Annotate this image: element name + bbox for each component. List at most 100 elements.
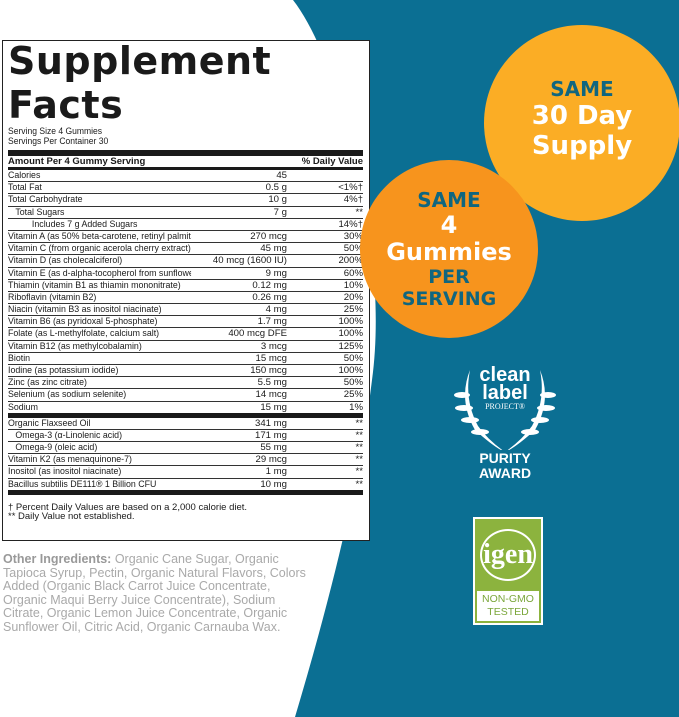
nutrient-amount: 5.5 mg (257, 377, 287, 389)
facts-row: Total Sugars 7 g ** (8, 207, 363, 219)
nutrient-dv: 30% (343, 230, 363, 242)
facts-row: Biotin 15 mcg 50% (8, 353, 363, 365)
facts-row: Vitamin C (from organic acerola cherry e… (8, 243, 363, 256)
footnote: † Percent Daily Values are based on a 2,… (8, 501, 248, 513)
non-gmo-text: TESTED (487, 606, 529, 618)
nutrient-amount: 0.26 mg (252, 291, 287, 303)
nutrient-amount: 4 mg (265, 304, 287, 316)
nutrient-amount: 1.7 mg (257, 316, 287, 328)
nutrient-name: Iodine (as potassium iodide) (8, 365, 119, 376)
nutrient-name: Vitamin C (from organic acerola cherry e… (8, 243, 191, 255)
nutrient-name: Omega-3 (α-Linolenic acid) (15, 429, 123, 441)
igen-logo: igen (480, 529, 536, 581)
nutrient-dv: ** (355, 454, 363, 466)
badge-text: 30 Day (531, 101, 633, 131)
nutrient-dv (287, 170, 363, 181)
badge-text: Supply (531, 131, 633, 161)
nutrient-dv: 100% (338, 316, 363, 328)
badge-text: Gummies (386, 238, 512, 266)
facts-row: Total Fat 0.5 g <1%† (8, 182, 363, 195)
nutrient-name: Vitamin K2 (as menaquinone-7) (8, 454, 132, 466)
facts-row: Vitamin A (as 50% beta-carotene, retinyl… (8, 230, 363, 244)
facts-row: Calories 45 (8, 170, 363, 183)
facts-row: Inositol (as inositol niacinate) 1 mg ** (8, 466, 363, 479)
nutrient-dv: 25% (343, 389, 363, 401)
nutrient-dv: 60% (343, 267, 363, 279)
nutrient-amount: 1 mg (265, 466, 287, 478)
nutrient-amount: 55 mg (260, 441, 287, 453)
nutrient-name: Riboflavin (vitamin B2) (8, 291, 97, 303)
facts-row: Organic Flaxseed Oil 341 mg ** (8, 418, 363, 430)
facts-header: Amount Per 4 Gummy Serving % Daily Value (8, 156, 363, 170)
nutrient-amount: 0.5 g (265, 182, 287, 194)
nutrient-name: Omega-9 (oleic acid) (15, 441, 98, 453)
nutrient-amount: 10 mg (260, 478, 287, 490)
nutrient-amount (207, 219, 287, 230)
clean-label-text: PROJECT® (485, 402, 525, 411)
supplement-facts-panel: Supplement Facts Serving Size 4 Gummies … (2, 39, 370, 541)
footnote: ** Daily Value not established. (8, 511, 135, 522)
amount-header: Amount Per 4 Gummy Serving (8, 156, 146, 167)
purity-text: AWARD (478, 465, 532, 481)
nutrient-name: Vitamin A (as 50% beta-carotene, retinyl… (8, 230, 192, 242)
nutrient-dv: 10% (343, 279, 363, 291)
nutrient-name: Calories (8, 170, 41, 181)
nutrient-dv: ** (355, 478, 363, 490)
nutrient-name: Vitamin D (as cholecalciferol) (8, 255, 123, 267)
nutrient-name: Bacillus subtilis DE111® 1 Billion CFU (8, 478, 157, 490)
servings-per-container: Servings Per Container 30 (8, 135, 109, 147)
facts-row: Total Carbohydrate 10 g 4%† (8, 194, 363, 207)
nutrient-dv: ** (355, 466, 363, 478)
purity-text: PURITY (479, 450, 531, 466)
nutrient-dv: 125% (338, 340, 363, 352)
supply-badge: SAME 30 Day Supply (484, 25, 679, 221)
nutrient-amount: 15 mcg (255, 352, 287, 364)
serving-size: Serving Size 4 Gummies (8, 126, 103, 137)
dv-header: % Daily Value (301, 156, 363, 167)
nutrient-amount: 29 mcg (255, 454, 287, 466)
nutrient-name: Zinc (as zinc citrate) (8, 377, 87, 389)
igen-non-gmo-badge: igen NON-GMO TESTED (473, 517, 543, 625)
nutrient-amount: 7 g (273, 206, 287, 218)
nutrient-dv: ** (355, 441, 363, 453)
facts-row: Vitamin E (as d-alpha-tocopherol from su… (8, 268, 363, 280)
nutrient-dv: 50% (343, 377, 363, 389)
facts-rows: Calories 45 Total Fat 0.5 g <1%† Total Carboh… (8, 170, 363, 495)
nutrient-amount: 10 g (268, 194, 287, 206)
nutrient-amount: 3 mcg (260, 340, 287, 352)
nutrient-name: Organic Flaxseed Oil (8, 417, 91, 429)
nutrient-name: Sodium (8, 401, 38, 413)
nutrient-dv: <1%† (338, 182, 363, 194)
laurel-wreath-icon (454, 370, 556, 450)
nutrient-dv: 20% (343, 291, 363, 303)
clean-label-logo: clean label PROJECT® PURITY AWARD (450, 360, 560, 481)
nutrient-dv: 50% (343, 243, 363, 255)
nutrient-amount: 0.12 mg (252, 279, 287, 291)
nutrient-dv: 50% (343, 352, 363, 364)
facts-row: Zinc (as zinc citrate) 5.5 mg 50% (8, 377, 363, 390)
nutrient-name: Thiamin (vitamin B1 as thiamin mononitra… (8, 279, 181, 291)
facts-row: Bacillus subtilis DE111® 1 Billion CFU 10… (8, 479, 363, 495)
nutrient-dv: 100% (338, 365, 363, 376)
nutrient-amount: 9 mg (265, 267, 287, 279)
facts-row: Includes 7 g Added Sugars 14%† (8, 219, 363, 231)
nutrient-name: Niacin (vitamin B3 as inositol niacinate… (8, 304, 162, 316)
nutrient-amount: 341 mg (255, 417, 287, 429)
nutrient-name: Total Sugars (15, 206, 65, 218)
gummies-badge: SAME 4 Gummies PER SERVING (360, 160, 538, 338)
nutrient-dv: 25% (343, 304, 363, 316)
nutrient-amount: 270 mcg (250, 230, 287, 242)
nutrient-dv: 100% (338, 328, 363, 340)
nutrient-amount: 40 mcg (1600 IU) (212, 255, 287, 267)
facts-row: Vitamin K2 (as menaquinone-7) 29 mcg ** (8, 454, 363, 467)
badge-text: 4 (440, 211, 458, 239)
badge-text: PER (428, 266, 470, 288)
nutrient-dv: 14%† (338, 218, 363, 230)
clean-label-text: clean (479, 364, 531, 386)
facts-row: Vitamin B12 (as methylcobalamin) 3 mcg 125… (8, 341, 363, 353)
other-ingredients: Other Ingredients: Organic Cane Sugar, O… (3, 552, 313, 635)
nutrient-dv: 200% (338, 255, 363, 267)
nutrient-amount: 45 mg (260, 243, 287, 255)
divider (8, 150, 363, 156)
nutrient-amount: 400 mcg DFE (228, 328, 287, 340)
